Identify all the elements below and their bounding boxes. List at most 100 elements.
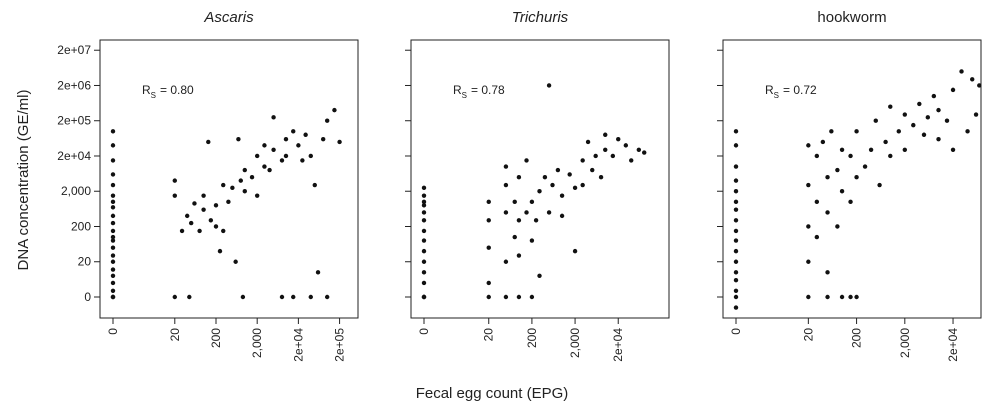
data-point xyxy=(854,294,859,300)
data-point xyxy=(308,294,313,300)
data-point xyxy=(848,153,853,159)
annotation-text: = 0.72 xyxy=(783,83,817,97)
x-tick-label: 0 xyxy=(729,328,743,335)
data-point xyxy=(825,175,830,180)
data-point xyxy=(936,136,941,142)
data-point xyxy=(936,107,941,113)
data-point xyxy=(733,164,739,169)
data-point xyxy=(254,153,260,159)
data-point xyxy=(973,112,979,117)
data-point xyxy=(221,228,226,234)
data-point xyxy=(201,193,206,198)
data-point xyxy=(421,199,427,205)
data-point xyxy=(593,153,598,159)
data-point xyxy=(567,172,572,177)
data-point xyxy=(944,118,950,123)
data-point xyxy=(110,253,116,258)
data-point xyxy=(486,245,491,250)
data-point xyxy=(110,220,116,226)
data-point xyxy=(486,294,491,300)
data-point xyxy=(572,185,578,191)
data-point xyxy=(598,175,604,180)
data-point xyxy=(883,139,888,145)
data-point xyxy=(188,220,194,226)
x-tick-label: 0 xyxy=(417,328,431,335)
data-point xyxy=(254,193,260,198)
data-point xyxy=(529,238,535,243)
data-point xyxy=(421,185,427,191)
data-point xyxy=(977,83,982,88)
data-point xyxy=(537,189,542,194)
x-tick-label: 2e+04 xyxy=(291,328,305,362)
data-point xyxy=(733,129,739,134)
data-point xyxy=(421,228,427,234)
data-point xyxy=(555,167,561,173)
data-point xyxy=(217,248,223,254)
y-axis-label: DNA concentration (GE/ml) xyxy=(15,90,32,271)
data-point xyxy=(240,294,246,300)
data-point xyxy=(733,218,739,223)
data-point xyxy=(110,238,116,243)
data-point xyxy=(733,189,739,194)
data-point xyxy=(733,277,739,283)
data-point xyxy=(590,167,595,173)
data-point xyxy=(839,147,845,152)
annotation-symbol: R xyxy=(142,83,151,97)
data-point xyxy=(233,259,238,264)
data-point xyxy=(806,182,811,188)
data-point xyxy=(931,93,937,99)
data-point xyxy=(421,238,427,243)
panel-title: hookworm xyxy=(817,9,886,26)
data-point xyxy=(192,201,197,206)
data-point xyxy=(814,153,820,159)
data-point xyxy=(110,288,116,293)
data-point xyxy=(825,270,830,275)
data-point xyxy=(533,218,539,223)
data-point xyxy=(110,280,116,286)
data-point xyxy=(421,294,427,300)
data-point xyxy=(249,175,255,180)
annotation-symbol: R xyxy=(453,83,462,97)
x-tick-label: 2e+04 xyxy=(611,328,625,362)
data-point xyxy=(580,182,585,188)
data-point xyxy=(230,185,235,191)
data-point xyxy=(848,294,853,300)
data-point xyxy=(524,158,529,163)
data-point xyxy=(839,189,845,194)
y-tick-label: 2e+05 xyxy=(57,114,91,128)
data-point xyxy=(110,193,116,198)
data-point xyxy=(524,210,529,215)
x-tick-label: 20 xyxy=(801,328,815,342)
data-point xyxy=(300,158,305,163)
data-point xyxy=(110,234,116,240)
plot-frame xyxy=(99,39,359,319)
data-point xyxy=(291,294,296,300)
data-point xyxy=(279,158,285,163)
panel: hookworm RS = 0.72 0 20 200 2,000 2e+04 xyxy=(717,9,982,362)
data-point xyxy=(110,182,116,188)
data-point xyxy=(733,259,739,264)
data-point xyxy=(868,147,874,152)
data-point xyxy=(806,224,811,229)
data-point xyxy=(623,143,629,148)
data-point xyxy=(267,167,272,173)
data-point xyxy=(503,294,509,300)
data-point xyxy=(835,224,840,229)
data-point xyxy=(965,129,970,134)
data-point xyxy=(542,175,548,180)
data-point xyxy=(950,147,956,152)
annotation: RS = 0.78 xyxy=(453,83,505,100)
data-point xyxy=(902,112,908,117)
data-point xyxy=(201,207,206,212)
data-point xyxy=(959,69,964,74)
data-point xyxy=(421,210,427,215)
data-point xyxy=(262,164,267,169)
data-point xyxy=(312,182,317,188)
data-point xyxy=(110,205,116,210)
data-point xyxy=(110,267,116,272)
data-point xyxy=(516,294,522,300)
data-point xyxy=(516,253,522,258)
annotation-text: = 0.78 xyxy=(471,83,505,97)
